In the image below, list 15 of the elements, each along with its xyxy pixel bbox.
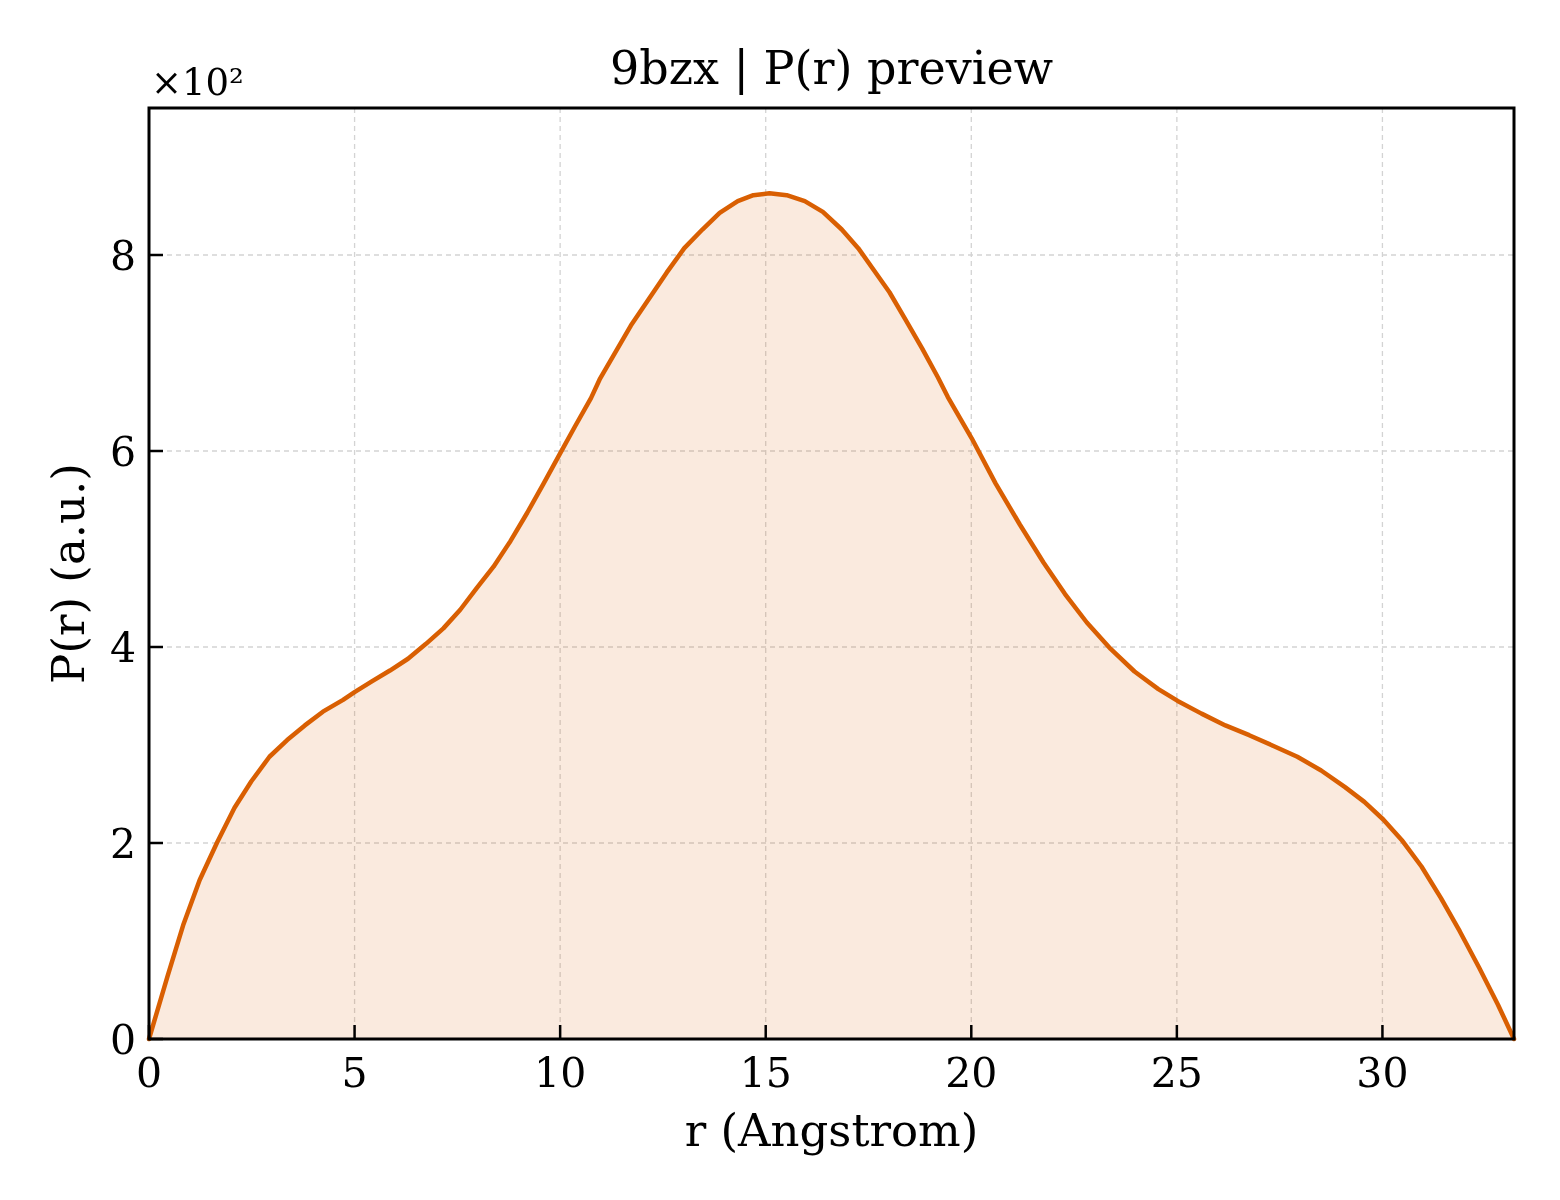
x-tick-label: 20 xyxy=(945,1049,998,1097)
x-tick-label: 25 xyxy=(1150,1049,1203,1097)
y-tick-label: 4 xyxy=(109,623,136,672)
chart-title: 9bzx | P(r) preview xyxy=(609,41,1054,95)
y-tick-label: 8 xyxy=(109,231,136,280)
y-tick-label: 2 xyxy=(109,819,136,868)
x-tick-label: 30 xyxy=(1356,1049,1409,1097)
x-tick-label: 15 xyxy=(739,1049,792,1097)
x-axis-title: r (Angstrom) xyxy=(684,1104,979,1157)
x-tick-label: 5 xyxy=(341,1049,368,1097)
y-tick-label: 6 xyxy=(109,427,136,476)
text: ×10² xyxy=(151,61,244,104)
y-axis-title: P(r) (a.u.) xyxy=(42,463,95,684)
x-tick-label: 10 xyxy=(534,1049,587,1097)
y-tick-label: 0 xyxy=(109,1015,136,1064)
